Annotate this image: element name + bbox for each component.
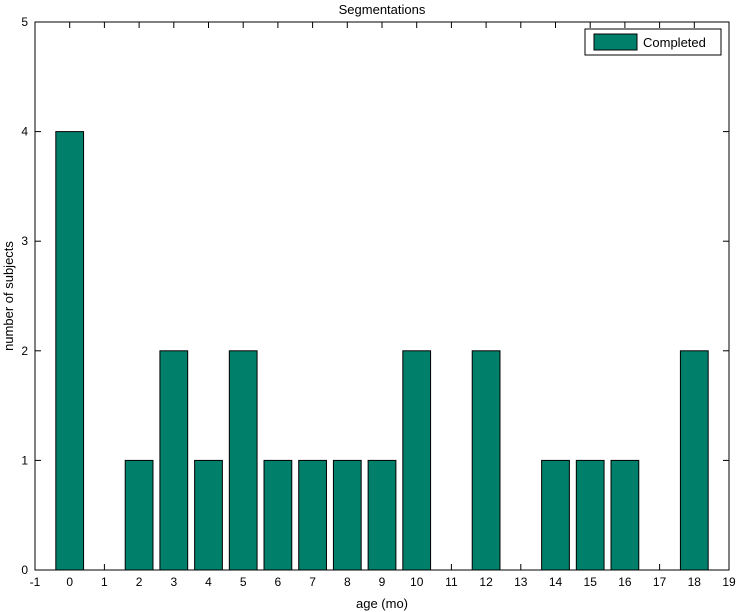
y-tick-label: 1 — [21, 453, 28, 467]
bar-age-12 — [471, 350, 501, 571]
x-tick-label: 14 — [549, 575, 563, 589]
y-tick-labels: 0 1 2 3 4 5 — [21, 15, 28, 577]
bar-age-6 — [263, 459, 293, 571]
legend-swatch-completed — [593, 33, 638, 51]
legend: Completed — [584, 28, 722, 56]
bar-age-10 — [402, 350, 432, 571]
bar-age-16 — [610, 459, 640, 571]
x-tick-label: 0 — [66, 575, 73, 589]
x-tick-label: 3 — [170, 575, 177, 589]
x-tick-label: 8 — [344, 575, 351, 589]
x-tick-label: 2 — [136, 575, 143, 589]
x-tick-label: 19 — [722, 575, 736, 589]
legend-label-completed: Completed — [643, 35, 706, 50]
x-axis-label: age (mo) — [356, 596, 408, 611]
x-tick-label: 13 — [514, 575, 528, 589]
bar-age-8 — [332, 459, 362, 571]
x-tick-label: 9 — [379, 575, 386, 589]
x-tick-label: -1 — [30, 575, 41, 589]
x-tick-label: 12 — [479, 575, 493, 589]
x-tick-label: 11 — [445, 575, 458, 589]
x-tick-label: 1 — [101, 575, 108, 589]
y-tick-label: 0 — [21, 563, 28, 577]
x-tick-label: 4 — [205, 575, 212, 589]
chart-title: Segmentations — [339, 2, 426, 17]
bar-age-0 — [55, 131, 85, 571]
y-axis-label: number of subjects — [1, 241, 16, 351]
x-tick-label: 6 — [275, 575, 282, 589]
bar-age-9 — [367, 459, 397, 571]
x-tick-label: 16 — [618, 575, 632, 589]
x-tick-labels: -1 0 1 2 3 4 5 6 7 8 9 10 11 12 13 14 15 16 17 18 19 — [30, 575, 736, 589]
bar-age-14 — [541, 459, 570, 571]
y-tick-label: 2 — [21, 344, 28, 358]
x-tick-label: 5 — [240, 575, 247, 589]
bar-age-2 — [124, 459, 154, 571]
bar-age-15 — [575, 459, 605, 571]
bar-age-3 — [159, 350, 189, 571]
y-tick-label: 3 — [21, 234, 28, 248]
bars — [55, 131, 709, 571]
bar-age-5 — [228, 350, 258, 571]
bar-age-18 — [679, 350, 709, 571]
y-tick-label: 4 — [21, 125, 28, 139]
bar-age-4 — [194, 459, 223, 571]
x-tick-label: 17 — [653, 575, 667, 589]
bar-age-7 — [298, 459, 327, 571]
x-tick-label: 7 — [309, 575, 316, 589]
x-tick-label: 18 — [688, 575, 702, 589]
x-tick-label: 10 — [410, 575, 424, 589]
y-tick-label: 5 — [21, 15, 28, 29]
x-tick-label: 15 — [584, 575, 598, 589]
plot-frame — [34, 21, 730, 571]
